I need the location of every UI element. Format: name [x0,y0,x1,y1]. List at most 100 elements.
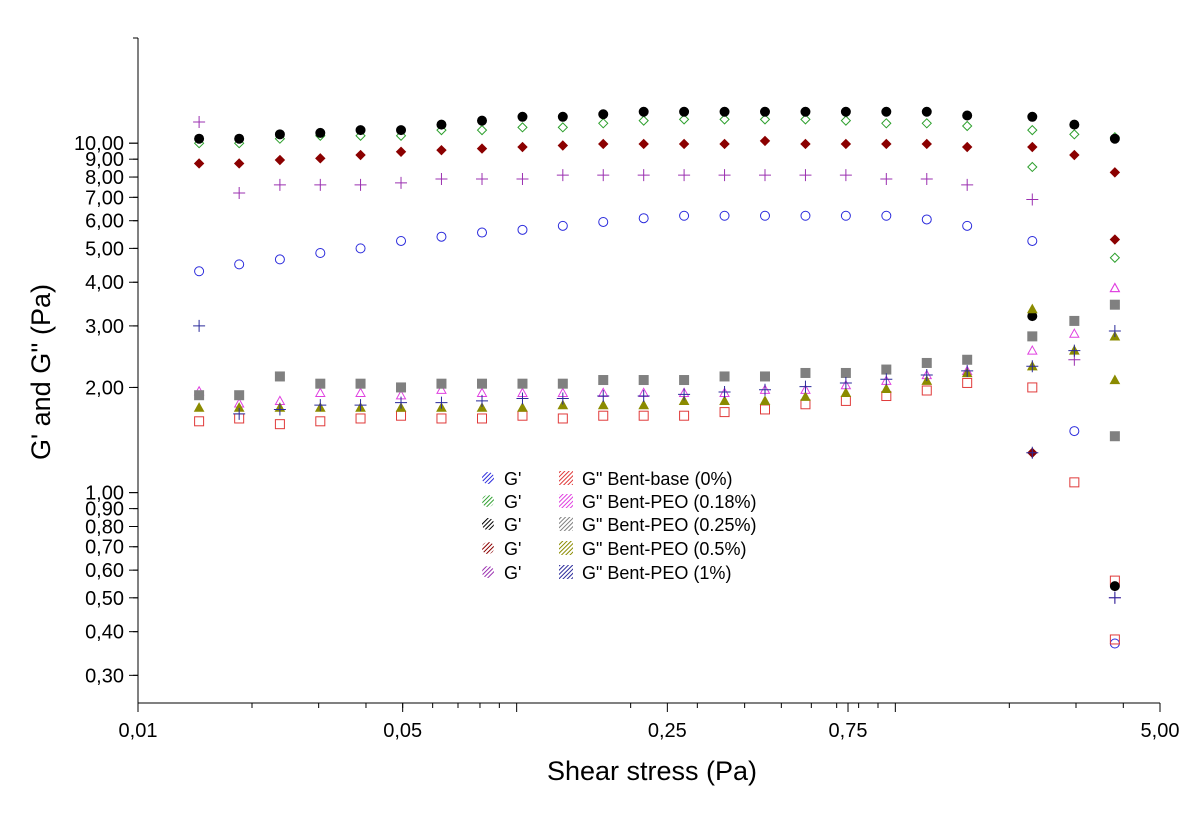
data-point [557,413,568,424]
legend-item: G" Bent-base (0%) [559,469,732,489]
data-point [556,392,569,405]
data-point [1108,591,1121,604]
data-point [517,410,528,421]
y-tick-label: 7,00 [85,187,124,209]
data-point [1027,124,1038,136]
data-points [193,106,1121,649]
data-point [1027,235,1038,246]
data-point [759,106,770,117]
data-point [881,106,892,117]
data-point [799,169,812,182]
series-2 [193,114,1121,149]
data-point [962,220,973,231]
legend-item: G" Bent-PEO (0.5%) [559,539,746,559]
data-point [234,390,245,401]
data-point [476,402,488,412]
legend-label: G" Bent-PEO (0.18%) [582,492,756,512]
data-point [1069,315,1080,326]
data-point [516,172,529,185]
data-point [476,124,488,136]
data-point [1109,234,1121,245]
data-point [1109,374,1121,385]
data-point [759,395,771,406]
data-point [962,110,973,121]
y-tick-label: 0,50 [85,588,124,610]
data-point [436,378,447,389]
extra-points [1026,161,1121,645]
legend: G' G' G' G' G' G" Bent-base (0%) G" Bent-PEO (… [482,469,756,583]
legend-item: G" Bent-PEO (0.18%) [559,492,756,512]
data-point [759,135,771,147]
data-point [476,394,489,407]
data-point [355,413,366,424]
data-point [719,371,730,382]
y-tick-label: 10,00 [74,133,124,155]
data-point [839,169,852,182]
data-point [395,146,407,157]
y-axis-title: G' and G'' (Pa) [26,284,56,460]
data-point [557,378,568,389]
data-point [840,115,852,126]
legend-label: G" Bent-PEO (0.5%) [582,539,746,559]
legend-swatch [559,565,573,579]
data-point [1069,426,1080,437]
data-point [840,395,851,406]
series-8 [194,299,1120,401]
data-point [921,357,932,368]
y-tick-label: 0,90 [85,499,124,521]
x-axis-title: Shear stress (Pa) [547,756,757,786]
data-point [557,220,568,231]
data-point [1026,360,1039,373]
y-tick-label: 2,00 [85,377,124,399]
data-point [1026,303,1038,314]
data-point [1109,431,1120,442]
data-point [1068,344,1081,357]
data-point [598,375,609,386]
data-point [1109,282,1121,293]
data-point [1109,634,1120,645]
data-point [193,115,206,128]
data-point [638,399,650,410]
y-tick-label: 0,40 [85,622,124,644]
data-point [598,118,609,129]
data-point [718,386,731,399]
legend-swatch [482,495,494,507]
data-point [1027,161,1038,173]
data-point [557,399,569,410]
data-point [597,390,610,403]
data-point [1069,129,1080,140]
data-point [800,210,811,221]
data-point [436,119,447,130]
data-point [315,248,326,259]
axes: 0,01 0,05 0,25 0,75 5,00 0,30 0,40 0,50 0,600,70… [74,37,1179,742]
data-point [1109,282,1121,293]
data-point [1068,328,1080,338]
data-point [598,138,609,150]
data-point [638,213,649,224]
legend-item: G" Bent-PEO (1%) [559,563,731,583]
data-point [1027,382,1038,393]
y-tick-label: 5,00 [85,238,124,260]
legend-item: G' [482,515,521,535]
data-point [234,133,245,144]
data-point [800,367,811,378]
legend-label: G' [504,515,521,535]
legend-item: G' [482,539,521,559]
data-point [274,154,286,166]
data-point [1026,345,1038,355]
data-point [396,382,407,393]
data-point [921,385,932,396]
data-point [840,387,852,397]
data-point [435,396,448,409]
y-tick-label: 0,30 [85,665,124,687]
x-tick-label: 0,01 [119,720,158,742]
data-point [881,138,892,150]
x-tick-label: 0,75 [829,720,868,742]
data-point [273,178,286,191]
data-point [678,169,691,182]
data-point [679,106,690,117]
data-point [1069,477,1080,488]
data-point [719,395,730,406]
data-point [194,266,205,277]
data-point [355,130,366,141]
